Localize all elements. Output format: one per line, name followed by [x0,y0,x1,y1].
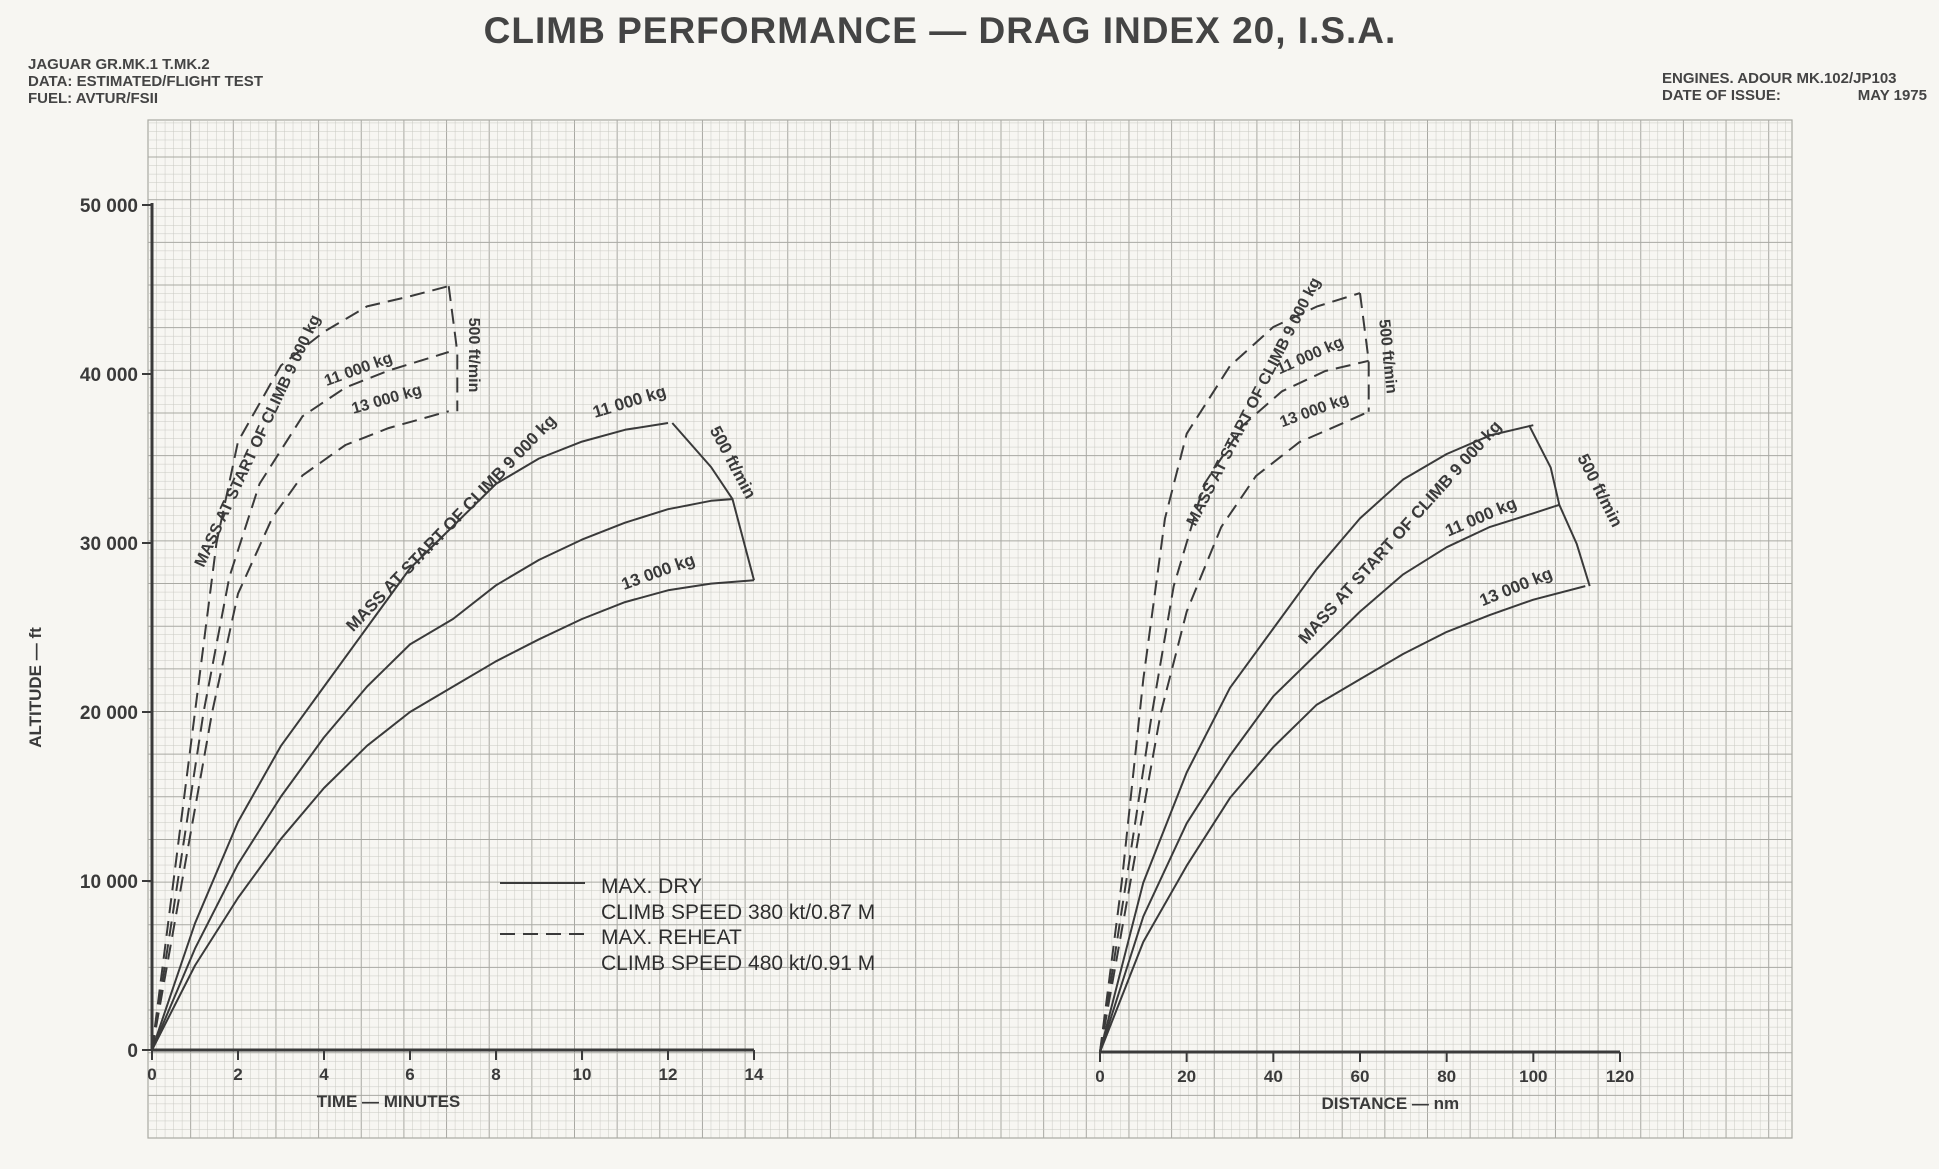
x-tick-label: 2 [233,1065,242,1084]
series-line [1099,359,1369,1053]
annotation-11000-reheat: 11 000 kg [322,350,395,390]
issue-date-value: MAY 1975 [1857,87,1927,104]
series-line [151,422,669,1051]
fuel-type: FUEL: AVTUR/FSII [28,90,158,107]
x-tick-label: 10 [573,1065,592,1084]
chart-title: CLIMB PERFORMANCE — DRAG INDEX 20, I.S.A… [483,10,1397,51]
series-line [1099,410,1370,1053]
annotation-mass-reheat: MASS AT START OF CLIMB 9 000 kg [192,312,324,569]
issue-date-row: DATE OF ISSUE: MAY 1975 [1662,87,1927,104]
graph-paper-grid [147,120,1792,1139]
x-axis-label: TIME — MINUTES [317,1092,461,1111]
y-axis-label: ALTITUDE — ft [26,627,45,748]
legend-dry-label: MAX. DRY [601,875,702,898]
issue-date-label: DATE OF ISSUE: [1662,87,1781,104]
x-tick-label: 40 [1264,1067,1283,1086]
series-line [151,285,449,1051]
series-line [1099,424,1534,1053]
annotation-mass-reheat-r: MASS AT START OF CLIMB 9 000 kg [1184,275,1325,529]
series-line [151,579,755,1051]
series-line [151,351,449,1051]
x-tick-label: 12 [659,1065,678,1084]
x-tick-label: 80 [1437,1067,1456,1086]
y-tick-label: 0 [127,1041,138,1062]
y-tick-label: 50 000 [80,196,138,217]
chart-distance: 0 20 40 60 80 100 120 DISTANCE — nm MASS AT STAR… [1095,275,1634,1113]
legend-dry-speed: CLIMB SPEED 380 kt/0.87 M [601,901,875,924]
annotation-500-dry: 500 ft/min [706,423,760,502]
y-tick-label: 40 000 [80,365,138,386]
x-tick-label: 20 [1177,1067,1196,1086]
y-tick-label: 30 000 [80,534,138,555]
aircraft-info: JAGUAR GR.MK.1 T.MK.2 DATA: ESTIMATED/FL… [28,56,263,107]
annotation-500-reheat-r: 500 ft/min [1375,319,1400,395]
boundary-line [1528,424,1591,587]
engine-info: ENGINES. ADOUR MK.102/JP103 DATE OF ISSU… [1662,70,1927,104]
x-tick-label: 6 [405,1065,414,1084]
y-tick-label: 10 000 [80,872,138,893]
boundary-line [447,285,459,412]
x-tick-label: 100 [1519,1067,1547,1086]
annotation-500-reheat: 500 ft/min [465,318,482,393]
series-line [151,498,733,1051]
series-line [1099,585,1586,1053]
boundary-line [671,422,755,581]
graph-paper-border [147,119,1793,1139]
series-line [1099,503,1560,1053]
x-tick-label: 4 [319,1065,329,1084]
annotation-mass-dry: MASS AT START OF CLIMB 9 000 kg [342,411,560,635]
series-line [1099,292,1361,1053]
x-tick-label: 0 [147,1065,156,1084]
annotation-11000-dry-r: 11 000 kg [1442,493,1519,540]
data-source: DATA: ESTIMATED/FLIGHT TEST [28,73,263,90]
annotation-11000-dry: 11 000 kg [590,382,668,422]
aircraft-name: JAGUAR GR.MK.1 T.MK.2 [28,56,210,73]
x-tick-label: 14 [745,1065,764,1084]
annotation-13000-dry-r: 13 000 kg [1477,564,1555,610]
engine-type: ENGINES. ADOUR MK.102/JP103 [1662,70,1897,87]
annotation-500-dry-r: 500 ft/min [1573,451,1626,530]
legend-reheat-label: MAX. REHEAT [601,926,742,949]
boundary-line [1359,292,1370,412]
y-tick-label: 20 000 [80,703,138,724]
x-tick-label: 0 [1095,1067,1104,1086]
x-tick-label: 60 [1351,1067,1370,1086]
x-tick-label: 120 [1606,1067,1634,1086]
x-tick-label: 8 [491,1065,500,1084]
x-axis-label: DISTANCE — nm [1322,1094,1460,1113]
legend-reheat-speed: CLIMB SPEED 480 kt/0.91 M [601,952,875,975]
